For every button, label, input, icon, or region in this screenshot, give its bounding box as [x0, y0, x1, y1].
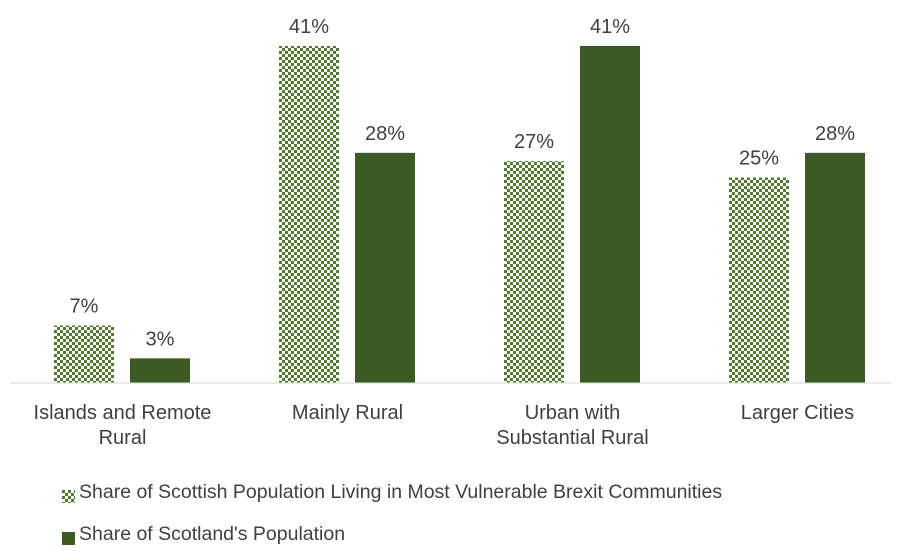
bar-s0-c0 [54, 325, 114, 383]
legend-item-vulnerable: Share of Scottish Population Living in M… [62, 481, 722, 504]
category-labels-group: Islands and Remote Rural Mainly Rural Urban… [34, 402, 855, 449]
data-label-s0-c0: 7% [70, 295, 99, 317]
data-label-s0-c2: 27% [514, 131, 554, 153]
category-label-2-line-1: Substantial Rural [496, 427, 648, 449]
value-labels-group: 7% 3% 41% 28% 27% 41% 25% 28% [70, 16, 856, 350]
category-label-0-line-1: Rural [99, 427, 147, 449]
bar-s1-c1 [355, 152, 415, 383]
bar-s0-c2 [504, 161, 564, 383]
bar-s1-c0 [130, 358, 190, 383]
data-label-s0-c3: 25% [739, 148, 779, 170]
data-label-s1-c2: 41% [590, 16, 630, 38]
bar-s0-c3 [729, 177, 789, 383]
bars-group [54, 46, 865, 383]
legend-swatch-checkered [62, 486, 75, 503]
category-label-1-line-0: Mainly Rural [292, 402, 403, 424]
legend-item-population: Share of Scotland's Population [62, 523, 345, 546]
bar-s1-c2 [580, 46, 640, 383]
data-label-s1-c3: 28% [815, 123, 855, 145]
category-label-3-line-0: Larger Cities [741, 402, 854, 424]
bar-s0-c1 [279, 46, 339, 383]
legend-label-vulnerable: Share of Scottish Population Living in M… [79, 481, 723, 503]
category-label-0-line-0: Islands and Remote [34, 402, 212, 424]
legend-label-population: Share of Scotland's Population [79, 523, 346, 545]
data-label-s0-c1: 41% [289, 16, 329, 38]
bar-s1-c3 [805, 152, 865, 383]
category-label-2-line-0: Urban with [525, 402, 621, 424]
data-label-s1-c0: 3% [146, 328, 175, 350]
data-label-s1-c1: 28% [365, 123, 405, 145]
legend-swatch-solid [62, 528, 75, 545]
